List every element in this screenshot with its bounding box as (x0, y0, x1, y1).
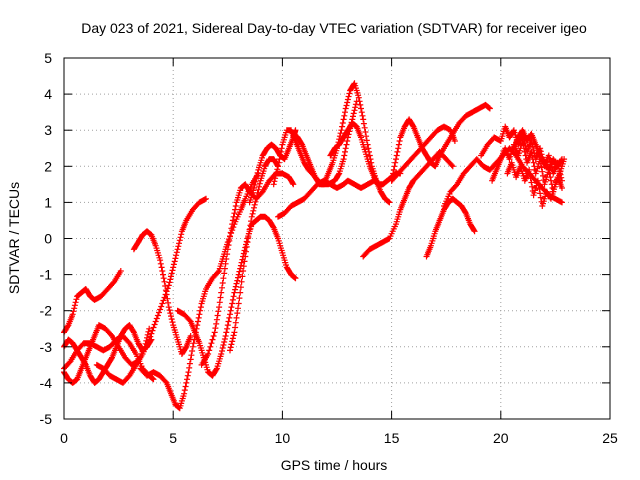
x-tick-label: 10 (275, 430, 291, 446)
series-arc-1 (61, 268, 124, 336)
series-arc-7 (137, 170, 262, 412)
series-arc-10 (227, 156, 281, 354)
x-tick-label: 0 (60, 430, 68, 446)
data-point-markers (275, 177, 382, 220)
series-arc-17 (388, 101, 493, 184)
y-tick-label: 0 (44, 231, 52, 247)
data-point-markers (130, 228, 194, 357)
data-point-markers (423, 195, 478, 260)
axis-ticks: 0 5 10 15 20 25 -5 -4 -3 -2 -1 0 1 2 3 4 5 (40, 50, 618, 446)
y-tick-label: 3 (44, 122, 52, 138)
y-tick-label: -5 (40, 411, 53, 427)
series-arc-5 (93, 195, 209, 386)
series-arc-14 (275, 177, 382, 220)
series-arc-24 (510, 127, 565, 173)
series-arc-6 (130, 228, 194, 357)
y-tick-label: 2 (44, 158, 52, 174)
x-tick-label: 15 (384, 430, 400, 446)
y-tick-label: 4 (44, 86, 52, 102)
series-arc-23 (504, 156, 568, 209)
grid (64, 58, 610, 419)
data-point-markers (388, 123, 458, 184)
chart-title: Day 023 of 2021, Sidereal Day-to-day VTE… (81, 20, 587, 36)
x-axis-label: GPS time / hours (281, 457, 388, 473)
x-tick-label: 25 (602, 430, 618, 446)
data-point-markers (388, 101, 493, 184)
data-point-markers (137, 170, 262, 412)
x-tick-label: 20 (493, 430, 509, 446)
data-points (61, 80, 568, 412)
x-tick-label: 5 (169, 430, 177, 446)
series-arc-18 (388, 123, 458, 184)
y-tick-label: -3 (40, 339, 53, 355)
data-point-markers (504, 156, 568, 209)
data-point-markers (227, 156, 281, 354)
y-tick-label: -1 (40, 267, 53, 283)
data-point-markers (510, 127, 565, 173)
y-axis-label: SDTVAR / TECUs (6, 182, 22, 294)
y-tick-label: -2 (40, 303, 53, 319)
data-point-markers (61, 268, 124, 336)
data-point-markers (93, 195, 209, 386)
y-tick-label: -4 (40, 375, 53, 391)
y-tick-label: 5 (44, 50, 52, 66)
series-arc-19 (423, 195, 478, 260)
y-tick-label: 1 (44, 194, 52, 210)
